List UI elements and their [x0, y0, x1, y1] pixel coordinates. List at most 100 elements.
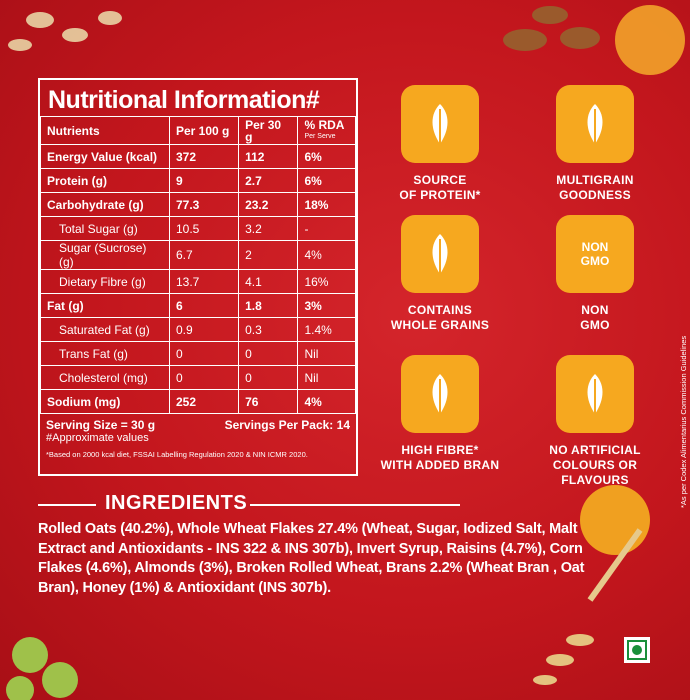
nutrient-value: 4% [297, 240, 356, 270]
servings-per-pack: Servings Per Pack: 14 [224, 418, 350, 432]
nutrient-value: 10.5 [168, 216, 240, 241]
divider [250, 504, 460, 506]
badge-label: NON GMO [520, 303, 670, 333]
nutrient-value: 77.3 [168, 192, 240, 217]
badge-label: SOURCE OF PROTEIN* [365, 173, 515, 203]
nutrient-value: 4% [297, 389, 356, 414]
nutrient-value: 23.2 [238, 192, 299, 217]
nutrient-value: 6 [168, 293, 240, 318]
nutrition-grid: Nutrients Per 100 g Per 30 g % RDA Per Serve… [40, 116, 356, 414]
nutrient-name: Protein (g) [40, 168, 170, 193]
nutrient-value: 13.7 [168, 269, 240, 294]
nutrient-value: 9 [168, 168, 240, 193]
serving-size: Serving Size = 30 g [46, 418, 156, 432]
nutrient-value: 252 [168, 389, 240, 414]
nutrient-value: 112 [238, 144, 299, 169]
table-body: Energy Value (kcal) 372 112 6% Protein (g) 9 2… [40, 144, 356, 414]
nutrient-name: Cholesterol (mg) [40, 365, 170, 390]
nutrient-name: Fat (g) [40, 293, 170, 318]
nutrient-row: Sodium (mg) 252 76 4% [40, 389, 356, 414]
column-header: Per 100 g [168, 116, 240, 145]
nutrient-name: Dietary Fibre (g) [40, 269, 170, 294]
nutrient-row: Dietary Fibre (g) 13.7 4.1 16% [40, 269, 356, 294]
badge: NON GMO NON GMO [520, 215, 670, 333]
nutrient-value: 0 [168, 365, 240, 390]
badge-label-line: HIGH FIBRE* [401, 443, 479, 457]
nutrient-value: 3.2 [238, 216, 299, 241]
column-header: Nutrients [40, 116, 170, 145]
badge-icon-text: NON GMO [581, 240, 610, 268]
nutrient-name: Saturated Fat (g) [40, 317, 170, 342]
badge-label-line: GOODNESS [559, 188, 631, 202]
nutrient-row: Carbohydrate (g) 77.3 23.2 18% [40, 192, 356, 217]
badge-label-line: NON [581, 303, 609, 317]
rda-note: Per Serve [304, 132, 336, 140]
badge-label-line: WHOLE GRAINS [390, 318, 490, 332]
nutrient-value: 0.9 [168, 317, 240, 342]
header-row: Nutrients Per 100 g Per 30 g % RDA Per Serve [40, 116, 356, 145]
badge-icon [556, 355, 634, 433]
nutrient-value: 2 [238, 240, 299, 270]
badge: CONTAINS WHOLE GRAINS [365, 215, 515, 333]
nutrient-name: Sodium (mg) [40, 389, 170, 414]
nutrient-value: Nil [297, 365, 356, 390]
badge: SOURCE OF PROTEIN* [365, 85, 515, 203]
nutrient-value: 0 [168, 341, 240, 366]
badge-icon: NON GMO [556, 215, 634, 293]
nutrition-table: Nutritional Information# Nutrients Per 10… [38, 78, 358, 476]
nutrient-name: Energy Value (kcal) [40, 144, 170, 169]
badge-label-line: WITH ADDED BRAN [380, 458, 500, 472]
nutrient-value: 1.8 [238, 293, 299, 318]
nutrient-value: 18% [297, 192, 356, 217]
badge-label-line: SOURCE [413, 173, 467, 187]
badge-label-line: CONTAINS [407, 303, 473, 317]
icon-line: GMO [580, 254, 610, 268]
badge-label: HIGH FIBRE* WITH ADDED BRAN [365, 443, 515, 473]
badge-label: CONTAINS WHOLE GRAINS [365, 303, 515, 333]
nutrient-row: Energy Value (kcal) 372 112 6% [40, 144, 356, 169]
nutrient-row: Saturated Fat (g) 0.9 0.3 1.4% [40, 317, 356, 342]
nutrient-value: 2.7 [238, 168, 299, 193]
badge: HIGH FIBRE* WITH ADDED BRAN [365, 355, 515, 473]
divider [38, 504, 96, 506]
nutrient-name: Carbohydrate (g) [40, 192, 170, 217]
nutrient-value: Nil [297, 341, 356, 366]
table-title: Nutritional Information# [48, 86, 320, 114]
nutrient-value: 6% [297, 168, 356, 193]
ingredients-text: Rolled Oats (40.2%), Whole Wheat Flakes … [38, 521, 585, 596]
nutrient-value: 0 [238, 341, 299, 366]
nutrient-value: 6% [297, 144, 356, 169]
badge-label: NO ARTIFICIAL COLOURS OR FLAVOURS [520, 443, 670, 488]
column-header-text: Per 30 g [245, 117, 282, 144]
side-note-box: *As per Codex Alimentarius Commission Gu… [676, 210, 690, 510]
nutrient-value: 76 [238, 389, 299, 414]
approx-note: #Approximate values [46, 432, 149, 444]
column-header-text: % RDA [304, 117, 345, 132]
column-header-text: Nutrients [47, 123, 100, 138]
nutrient-value: 16% [297, 269, 356, 294]
badge-label-line: GMO [580, 318, 610, 332]
column-header: % RDA Per Serve [297, 116, 356, 145]
nutrient-value: 4.1 [238, 269, 299, 294]
nutrient-row: Fat (g) 6 1.8 3% [40, 293, 356, 318]
ingredients-heading: INGREDIENTS [105, 492, 248, 514]
nutrient-name: Trans Fat (g) [40, 341, 170, 366]
nutrient-value: 1.4% [297, 317, 356, 342]
nutrient-row: Cholesterol (mg) 0 0 Nil [40, 365, 356, 390]
nutrient-value: 6.7 [168, 240, 240, 270]
nutrient-row: Protein (g) 9 2.7 6% [40, 168, 356, 193]
nutrient-name: Sugar (Sucrose) (g) [40, 240, 170, 270]
badge-label-line: OF PROTEIN* [399, 188, 481, 202]
nutrient-value: 372 [168, 144, 240, 169]
badge-icon [401, 355, 479, 433]
footnote: *Based on 2000 kcal diet, FSSAI Labellin… [46, 450, 308, 459]
serving-info: Serving Size = 30 g Servings Per Pack: 14… [40, 414, 356, 474]
badge-icon [556, 85, 634, 163]
nutrient-value: 3% [297, 293, 356, 318]
nutrient-name: Total Sugar (g) [40, 216, 170, 241]
nutrient-row: Trans Fat (g) 0 0 Nil [40, 341, 356, 366]
nutrient-value: 0.3 [238, 317, 299, 342]
icon-line: NON [581, 240, 609, 254]
